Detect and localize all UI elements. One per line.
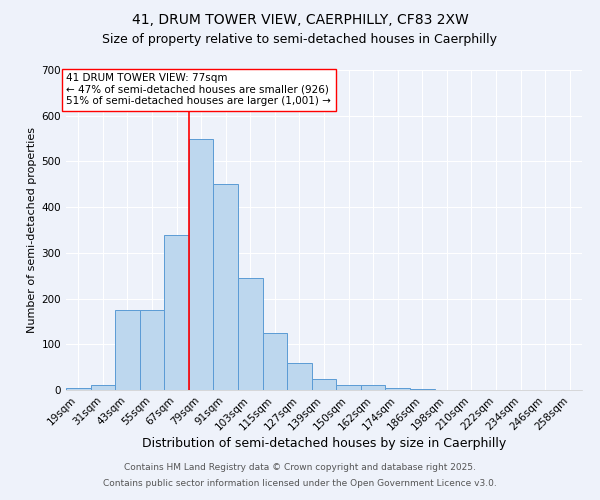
Text: 41, DRUM TOWER VIEW, CAERPHILLY, CF83 2XW: 41, DRUM TOWER VIEW, CAERPHILLY, CF83 2X…	[131, 12, 469, 26]
Bar	[164, 234, 189, 390]
X-axis label: Distribution of semi-detached houses by size in Caerphilly: Distribution of semi-detached houses by …	[142, 438, 506, 450]
Bar	[336, 386, 361, 390]
Bar	[287, 362, 312, 390]
Bar	[361, 386, 385, 390]
Bar	[66, 388, 91, 390]
Y-axis label: Number of semi-detached properties: Number of semi-detached properties	[28, 127, 37, 333]
Bar	[238, 278, 263, 390]
Bar	[263, 333, 287, 390]
Text: Size of property relative to semi-detached houses in Caerphilly: Size of property relative to semi-detach…	[103, 32, 497, 46]
Text: Contains HM Land Registry data © Crown copyright and database right 2025.: Contains HM Land Registry data © Crown c…	[124, 464, 476, 472]
Bar	[115, 310, 140, 390]
Bar	[91, 384, 115, 390]
Bar	[140, 310, 164, 390]
Bar	[410, 389, 434, 390]
Bar	[385, 388, 410, 390]
Bar	[312, 378, 336, 390]
Bar	[189, 138, 214, 390]
Text: 41 DRUM TOWER VIEW: 77sqm
← 47% of semi-detached houses are smaller (926)
51% of: 41 DRUM TOWER VIEW: 77sqm ← 47% of semi-…	[67, 73, 331, 106]
Bar	[214, 184, 238, 390]
Text: Contains public sector information licensed under the Open Government Licence v3: Contains public sector information licen…	[103, 478, 497, 488]
